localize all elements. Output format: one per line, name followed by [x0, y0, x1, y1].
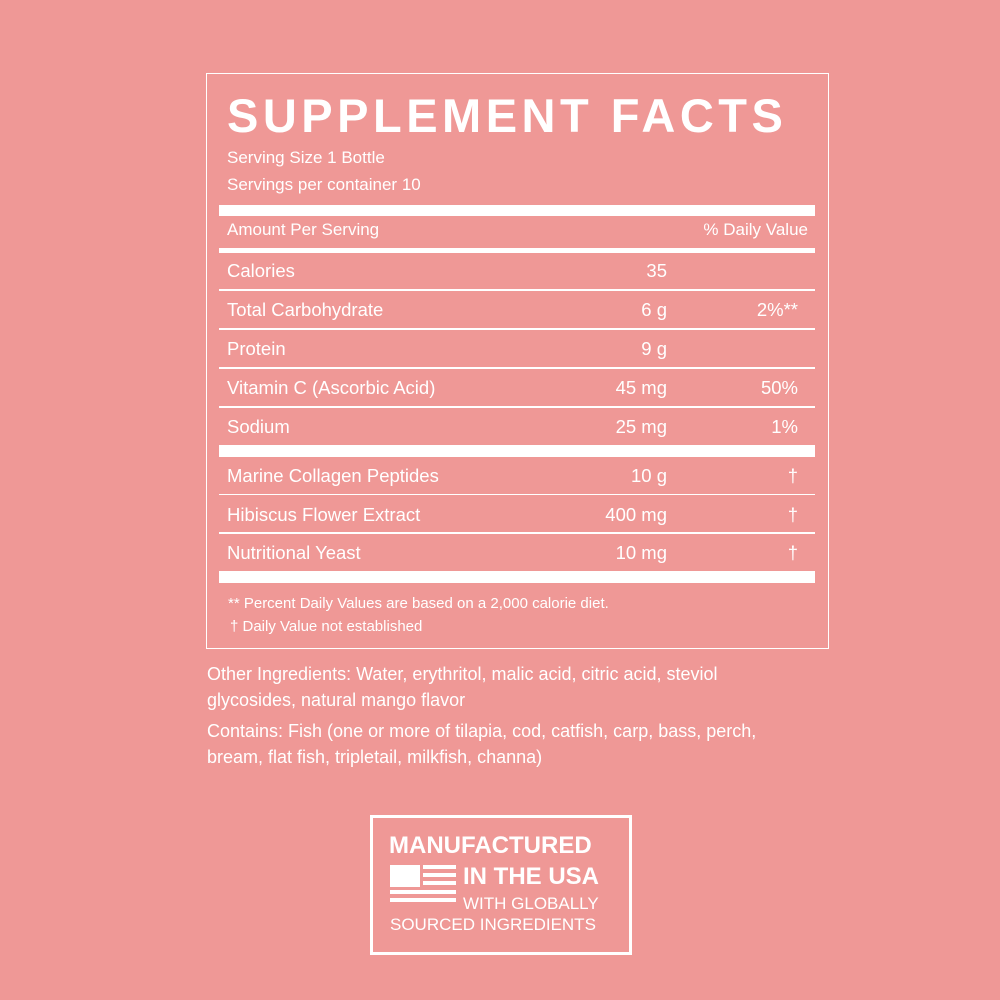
- thick-rule: [219, 205, 815, 216]
- flag-icon: [390, 865, 456, 902]
- medium-rule: [219, 248, 815, 253]
- nutrient-amount: 400 mg: [605, 503, 667, 525]
- badge-line: SOURCED INGREDIENTS: [390, 915, 596, 934]
- serving-size: Serving Size 1 Bottle: [227, 148, 385, 167]
- servings-per-container: Servings per container 10: [227, 175, 421, 194]
- facts-panel: [206, 73, 829, 649]
- nutrient-amount: 25 mg: [615, 416, 667, 437]
- nutrient-name: Sodium: [227, 416, 290, 437]
- badge: [370, 815, 632, 955]
- divider: [219, 289, 815, 291]
- nutrient-name: Calories: [227, 260, 295, 281]
- nutrient-amount: 10 mg: [615, 542, 667, 563]
- divider: [219, 367, 815, 369]
- thick-rule: [219, 445, 815, 457]
- daily-value: †: [787, 542, 798, 563]
- nutrient-amount: 6 g: [641, 299, 667, 320]
- nutrient-name: Vitamin C (Ascorbic Acid): [227, 377, 436, 398]
- badge-line: MANUFACTURED: [389, 832, 592, 859]
- nutrient-name: Hibiscus Flower Extract: [227, 503, 421, 525]
- badge-line: WITH GLOBALLY: [463, 894, 599, 913]
- nutrient-amount: 10 g: [630, 465, 667, 486]
- daily-value: †: [787, 465, 798, 486]
- footnote: † Daily Value not established: [230, 618, 423, 635]
- contains: Contains: Fish (one or more of tilapia, …: [207, 721, 757, 767]
- amount-header: Amount Per Serving: [227, 220, 380, 239]
- daily-value: 2%**: [756, 299, 798, 320]
- divider: [219, 493, 815, 495]
- daily-value-header: % Daily Value: [703, 220, 808, 239]
- nutrient-name: Nutritional Yeast: [227, 542, 361, 563]
- nutrient-amount: 35: [646, 260, 667, 281]
- other-ingredients: Other Ingredients: Water, erythritol, ma…: [207, 664, 718, 710]
- divider: [219, 406, 815, 408]
- badge-line: IN THE USA: [463, 863, 600, 890]
- nutrient-amount: 45 mg: [615, 377, 667, 398]
- nutrient-name: Protein: [227, 338, 286, 359]
- daily-value: 1%: [771, 416, 798, 437]
- nutrient-name: Marine Collagen Peptides: [227, 465, 439, 486]
- footnote: ** Percent Daily Values are based on a 2…: [228, 595, 609, 612]
- daily-value: †: [787, 503, 798, 525]
- title: SUPPLEMENT FACTS: [227, 89, 788, 142]
- thick-rule: [219, 571, 815, 583]
- divider: [219, 532, 815, 534]
- divider: [219, 328, 815, 330]
- nutrient-amount: 9 g: [641, 338, 667, 359]
- daily-value: 50%: [760, 377, 798, 398]
- nutrient-name: Total Carbohydrate: [227, 299, 384, 320]
